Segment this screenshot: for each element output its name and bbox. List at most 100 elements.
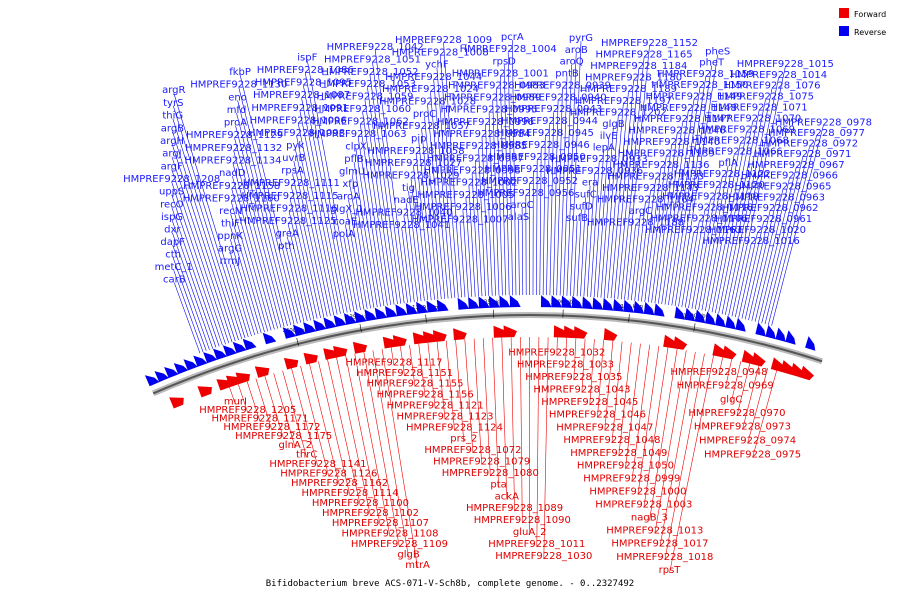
reverse-gene-label: aroC [511, 200, 534, 211]
reverse-gene-label: HMPREF9228_1129 [186, 130, 283, 141]
reverse-gene-label: HMPREF9228_1001 [452, 68, 549, 79]
legend-swatch-forward [839, 8, 849, 18]
reverse-gene-label-connector [507, 52, 513, 296]
reverse-gene-label-connector [758, 167, 797, 323]
reverse-gene-label-connector [658, 122, 683, 304]
forward-gene-label-connector [649, 348, 678, 521]
reverse-gene-label-connector [731, 66, 786, 317]
reverse-gene-label-connector [597, 138, 609, 298]
reverse-gene-label-connector [173, 270, 204, 353]
reverse-gene-label: pip [411, 134, 426, 145]
forward-gene-arrow [563, 325, 578, 339]
reverse-gene-label-connector [600, 127, 614, 298]
forward-gene-label: HMPREF9228_1013 [606, 526, 703, 537]
reverse-gene-label-connector [299, 110, 341, 314]
reverse-gene-label: HMPREF9228_0965 [734, 182, 831, 193]
reverse-gene-label: ispF [297, 53, 317, 64]
forward-gene-label: HMPREF9228_1030 [495, 551, 592, 562]
forward-gene-label: HMPREF9228_1175 [235, 431, 332, 442]
reverse-gene-label: HMPREF9228_0995 [441, 105, 538, 116]
reverse-gene-label-connector [172, 257, 207, 352]
reverse-gene-label-connector [237, 100, 295, 325]
reverse-gene-label: HMPREF9228_1007 [411, 214, 508, 225]
reverse-gene-arrow [144, 375, 160, 387]
forward-gene-label: HMPREF9228_1123 [396, 411, 493, 422]
reverse-gene-label-connector [408, 190, 422, 302]
reverse-gene-arrow [293, 324, 307, 337]
reverse-gene-label-connector [688, 210, 706, 309]
reverse-gene-arrow [354, 311, 367, 323]
forward-gene-label-connector [381, 348, 418, 569]
forward-gene-label: glgB [397, 549, 419, 560]
forward-gene-label-connector [372, 350, 409, 558]
reverse-gene-label: argJ [162, 149, 181, 160]
reverse-gene-label-connector [566, 52, 577, 296]
forward-gene-arrow [412, 332, 427, 345]
reverse-gene-label: HMPREF9228_1165 [596, 49, 693, 60]
reverse-gene-label-connector [728, 77, 779, 316]
reverse-gene-label: HMPREF9228_1163 [645, 225, 742, 236]
forward-gene-label: HMPREF9228_1089 [466, 503, 563, 514]
reverse-gene-label-connector [233, 150, 282, 328]
reverse-gene-label: uvrB [282, 153, 305, 164]
reverse-gene-label-connector [172, 118, 243, 340]
reverse-gene-label: pth [278, 241, 295, 252]
reverse-gene-label: HMPREF9228_0952 [481, 176, 578, 187]
forward-gene-label: HMPREF9228_1100 [312, 498, 409, 509]
forward-gene-label: HMPREF9228_1107 [332, 518, 429, 529]
forward-gene-label: HMPREF9228_1072 [424, 445, 521, 456]
reverse-gene-label: glmU [339, 167, 365, 178]
forward-gene-arrow [333, 346, 348, 358]
reverse-gene-label: ilvE [600, 131, 618, 142]
forward-gene-arrow [216, 379, 231, 391]
reverse-gene-label: HMPREF9228_1028 [379, 97, 476, 108]
reverse-gene-label-connector [583, 185, 591, 297]
forward-gene-arrow [673, 336, 688, 350]
forward-gene-label-connector [543, 337, 549, 560]
reverse-gene-label: metC_1 [155, 262, 193, 273]
reverse-gene-label: HMPREF9228_0936 [546, 166, 643, 177]
reverse-gene-label: pcrA [501, 32, 524, 43]
reverse-gene-label: HMPREF9228_1015 [737, 59, 834, 70]
reverse-gene-label-connector [172, 245, 210, 350]
reverse-gene-label-connector [610, 92, 629, 299]
reverse-gene-label: cth [165, 250, 181, 261]
forward-gene-label: gluA_2 [513, 527, 547, 538]
reverse-gene-label-connector [539, 148, 542, 296]
reverse-gene-label: HMPREF9228_0946 [493, 140, 590, 151]
reverse-gene-label: HMPREF9228_0978 [775, 117, 872, 128]
reverse-gene-arrow [541, 295, 552, 308]
forward-gene-label-connector [589, 339, 595, 406]
forward-gene-label-connector [282, 370, 307, 458]
forward-gene-label: HMPREF9228_1109 [351, 539, 448, 550]
forward-gene-label: HMPREF9228_1043 [533, 385, 630, 396]
reverse-gene-label-connector [430, 92, 449, 299]
reverse-gene-label: HMPREF9228_0945 [497, 128, 594, 139]
reverse-gene-label-connector [647, 156, 667, 303]
forward-gene-label: HMPREF9228_1114 [302, 488, 399, 499]
reverse-gene-label-connector [418, 141, 435, 300]
reverse-gene-label: lepA [593, 143, 615, 154]
reverse-gene-label: pheT [699, 58, 725, 69]
reverse-gene-label: carB [163, 275, 186, 286]
reverse-gene-label: rpsA [281, 166, 304, 177]
reverse-gene-arrow [654, 303, 665, 317]
reverse-gene-label: HMPREF9228_0943 [505, 104, 602, 115]
reverse-gene-label: HMPREF9228_1160 [183, 193, 280, 204]
reverse-gene-label-connector [297, 123, 338, 315]
forward-gene-label: prs_2 [450, 434, 477, 445]
forward-gene-label-connector [418, 343, 426, 398]
reverse-gene-arrow [457, 297, 470, 310]
reverse-gene-label: HMPREF9228_1119 [662, 191, 759, 202]
reverse-gene-label: thiF [221, 219, 240, 230]
reverse-gene-label: HMPREF9228_1118 [656, 203, 753, 214]
reverse-gene-label: HMPREF9228_1076 [723, 81, 820, 92]
reverse-gene-arrow [343, 313, 357, 325]
reverse-gene-label: HMPREF9228_1069 [698, 125, 795, 136]
reverse-gene-label-connector [715, 121, 753, 314]
forward-gene-label: HMPREF9228_1011 [488, 539, 585, 550]
reverse-gene-label-connector [748, 200, 777, 321]
reverse-gene-label: ppnK [217, 231, 243, 242]
reverse-gene-label-connector [754, 178, 790, 322]
